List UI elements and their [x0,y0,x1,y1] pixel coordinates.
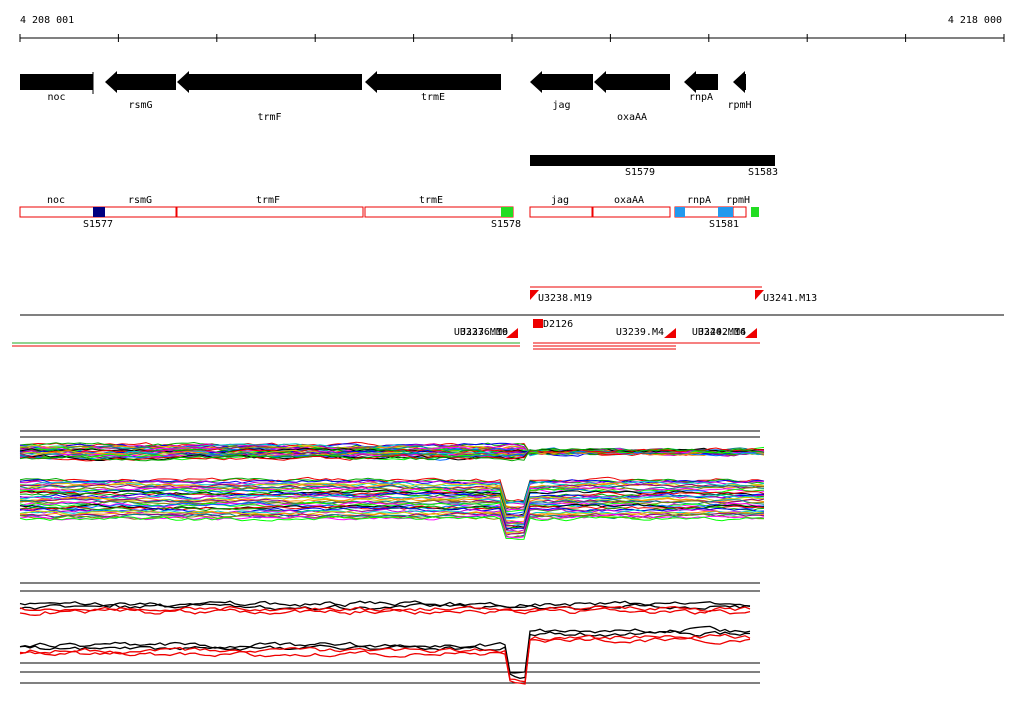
ruler-start: 4 208 001 [20,15,74,26]
gene-arrow [20,74,93,90]
gene-arrow [105,71,176,93]
profile [19,447,765,462]
annotation-box [732,206,747,218]
profile [19,489,765,517]
segment-label: S1583 [748,167,778,178]
gene-arrow [365,71,501,93]
summary-profile [19,600,751,609]
transcript-label: D2126 [543,319,573,330]
gene-label: noc [47,92,65,103]
gene-label: trmE [421,92,445,103]
transcript-label: U3240.M16 [692,327,746,338]
transcript-label: U3242.M4 [698,327,746,338]
transcript-label: U3239.M4 [616,327,664,338]
segment-bar [530,155,775,166]
annotation-marker [718,207,733,217]
annotation-marker [751,207,759,217]
summary-profile [19,605,751,613]
profile [19,476,765,502]
annotation-gene-label: oxaAA [614,195,644,206]
annotation-segment-label: S1577 [83,219,113,230]
transcript-flag [745,328,757,338]
transcript-label: U3241.M13 [763,293,817,304]
profile [19,483,765,510]
annotation-box [592,206,671,218]
transcript-flag [506,328,518,338]
annotation-gene-label: rnpA [687,195,711,206]
summary-profile [19,625,751,674]
transcript-flag [755,290,764,300]
summary-profile [19,633,751,683]
gene-arrow [177,71,362,93]
gene-arrow [530,71,593,93]
summary-profile [19,607,751,616]
gene-arrow [594,71,670,93]
ruler-end: 4 218 000 [948,15,1002,26]
annotation-marker [93,207,105,217]
transcript-label: U3236.M9 [460,327,508,338]
profile [19,513,765,538]
profile [19,503,765,531]
annotation-gene-label: trmF [256,195,280,206]
annotation-box [364,206,514,218]
gene-label: jag [552,100,570,111]
summary-profile [19,602,751,611]
profile [19,510,765,534]
summary-profile [19,637,751,685]
gene-arrow [733,71,746,93]
transcript-label: U3238.M19 [538,293,592,304]
annotation-gene-label: jag [551,195,569,206]
profile [19,486,765,511]
segment-label: S1579 [625,167,655,178]
annotation-gene-label: rsmG [128,195,152,206]
gene-label: rnpA [689,92,713,103]
annotation-segment-label: S1578 [491,219,521,230]
annotation-box [176,206,364,218]
annotation-gene-label: rpmH [726,195,750,206]
annotation-marker [501,207,513,217]
expression-profiles [19,430,765,685]
annotation-gene-label: trmE [419,195,443,206]
profile [19,485,765,512]
profile [19,515,765,540]
transcript-flag [664,328,676,338]
transcript-label: U3237.M16 [454,327,508,338]
transcript-flag [530,290,539,300]
annotation-segment-label: S1581 [709,219,739,230]
annotation-box [529,206,593,218]
profile [19,447,765,462]
profile [19,496,765,523]
gene-label: oxaAA [617,112,647,123]
gene-label: rsmG [128,100,152,111]
gene-label: rpmH [727,100,751,111]
annotation-gene-label: noc [47,195,65,206]
gene-label: trmF [257,112,281,123]
gene-arrow [684,71,718,93]
profile [19,509,765,534]
d-marker [533,319,543,328]
annotation-marker [675,207,685,217]
